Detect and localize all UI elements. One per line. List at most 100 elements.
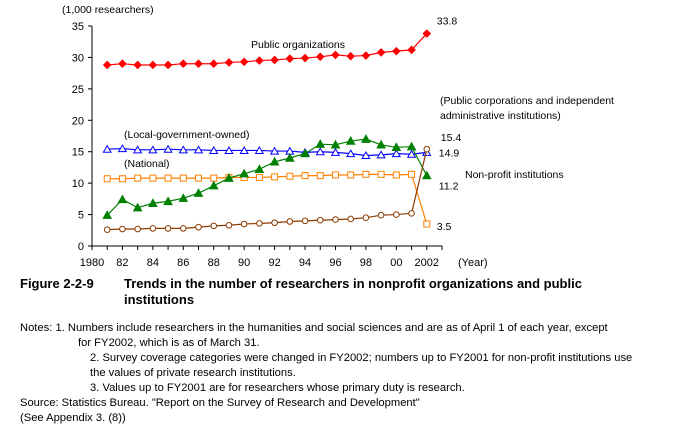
data-point bbox=[408, 210, 415, 217]
series-line-0 bbox=[107, 33, 428, 66]
y-tick-label: 20 bbox=[72, 115, 84, 127]
national-label: (National) bbox=[124, 158, 170, 170]
data-point bbox=[164, 225, 172, 232]
data-point bbox=[271, 173, 279, 181]
data-point bbox=[423, 220, 431, 228]
end-value-label: 3.5 bbox=[437, 221, 452, 233]
data-point bbox=[148, 145, 158, 154]
data-point bbox=[178, 145, 188, 154]
data-point bbox=[148, 60, 158, 70]
data-point bbox=[239, 145, 249, 154]
x-tick-label: 1980 bbox=[80, 257, 104, 269]
end-value-label: 15.4 bbox=[441, 132, 462, 144]
data-point bbox=[195, 174, 203, 182]
data-point bbox=[209, 145, 219, 154]
data-point bbox=[118, 59, 127, 69]
data-point bbox=[193, 145, 204, 154]
x-tick-label: 82 bbox=[116, 257, 128, 269]
data-point bbox=[391, 149, 402, 158]
y-tick-label: 25 bbox=[72, 84, 84, 96]
data-point bbox=[286, 172, 294, 180]
data-point bbox=[316, 216, 324, 224]
data-point bbox=[408, 170, 416, 178]
series-line-3 bbox=[106, 138, 428, 216]
note-3: 3. Values up to FY2001 are for researche… bbox=[90, 382, 465, 394]
data-point bbox=[148, 198, 158, 207]
data-point bbox=[255, 173, 263, 181]
data-point bbox=[134, 225, 141, 233]
data-point bbox=[117, 194, 128, 204]
data-point bbox=[392, 171, 400, 179]
data-point bbox=[269, 146, 280, 155]
data-point bbox=[210, 222, 218, 230]
end-value-label: 14.9 bbox=[439, 147, 460, 159]
data-point bbox=[209, 59, 219, 69]
data-point bbox=[392, 46, 401, 56]
data-point bbox=[362, 214, 370, 222]
data-point bbox=[301, 172, 309, 180]
data-point bbox=[118, 175, 126, 183]
data-point bbox=[376, 139, 386, 149]
data-point bbox=[347, 215, 354, 223]
data-point bbox=[102, 60, 112, 70]
data-point bbox=[134, 174, 142, 182]
y-tick-label: 30 bbox=[72, 52, 84, 64]
x-tick-label: 98 bbox=[360, 257, 372, 269]
figure-number: Figure 2-2-9 bbox=[20, 276, 94, 291]
data-point bbox=[133, 60, 142, 70]
x-tick-label: 84 bbox=[147, 257, 159, 269]
data-point bbox=[315, 52, 325, 62]
x-tick-label: 92 bbox=[268, 257, 280, 269]
data-point bbox=[132, 202, 143, 212]
data-point bbox=[225, 221, 233, 229]
note-2-cont: the values of private research instituti… bbox=[90, 367, 296, 379]
y-ticks: 0 5 10 15 20 25 30 35 bbox=[72, 21, 92, 253]
data-point bbox=[195, 223, 202, 231]
data-point bbox=[255, 56, 264, 65]
data-point bbox=[149, 174, 157, 182]
end-value-label: 11.2 bbox=[439, 181, 459, 193]
public-organizations-label: Public organizations bbox=[251, 39, 345, 51]
data-point bbox=[208, 180, 219, 190]
data-point bbox=[163, 144, 173, 153]
end-value-label: 33.8 bbox=[437, 16, 458, 28]
x-ticks: 1980 82 84 86 88 90 92 94 96 98 00 2002 bbox=[80, 246, 443, 269]
data-point bbox=[271, 219, 278, 227]
data-point bbox=[331, 50, 340, 60]
data-point bbox=[164, 174, 172, 182]
data-point bbox=[376, 150, 386, 159]
data-point bbox=[284, 152, 295, 162]
note-2: 2. Survey coverage categories were chang… bbox=[90, 352, 633, 364]
data-point bbox=[178, 59, 188, 69]
data-point bbox=[163, 60, 173, 70]
data-point bbox=[330, 139, 341, 149]
data-point bbox=[300, 53, 310, 63]
y-tick-label: 5 bbox=[78, 210, 84, 222]
data-point bbox=[406, 141, 417, 151]
data-point bbox=[117, 144, 128, 153]
data-point bbox=[102, 144, 112, 153]
series-group bbox=[102, 29, 432, 233]
data-point bbox=[346, 149, 356, 158]
note-1-cont: for FY2002, which is as of March 31. bbox=[78, 337, 260, 349]
data-point bbox=[345, 135, 356, 145]
data-point bbox=[270, 55, 279, 65]
public-corporations-label-line2: administrative institutions) bbox=[440, 110, 561, 122]
y-tick-label: 0 bbox=[78, 241, 84, 253]
data-point bbox=[102, 210, 113, 219]
data-point bbox=[423, 145, 431, 153]
data-point bbox=[286, 218, 294, 225]
end-value-labels: 33.8 14.9 3.5 11.2 15.4 bbox=[437, 16, 462, 233]
y-tick-label: 10 bbox=[72, 178, 84, 190]
note-1: Notes: 1. Numbers include researchers in… bbox=[20, 322, 608, 334]
data-point bbox=[180, 225, 187, 232]
data-point bbox=[422, 29, 432, 38]
data-point bbox=[301, 217, 309, 225]
data-point bbox=[224, 145, 234, 154]
data-point bbox=[377, 170, 385, 178]
data-point bbox=[224, 173, 234, 182]
data-point bbox=[194, 59, 203, 69]
data-point bbox=[178, 193, 189, 202]
data-point bbox=[149, 225, 157, 232]
data-point bbox=[210, 174, 218, 182]
